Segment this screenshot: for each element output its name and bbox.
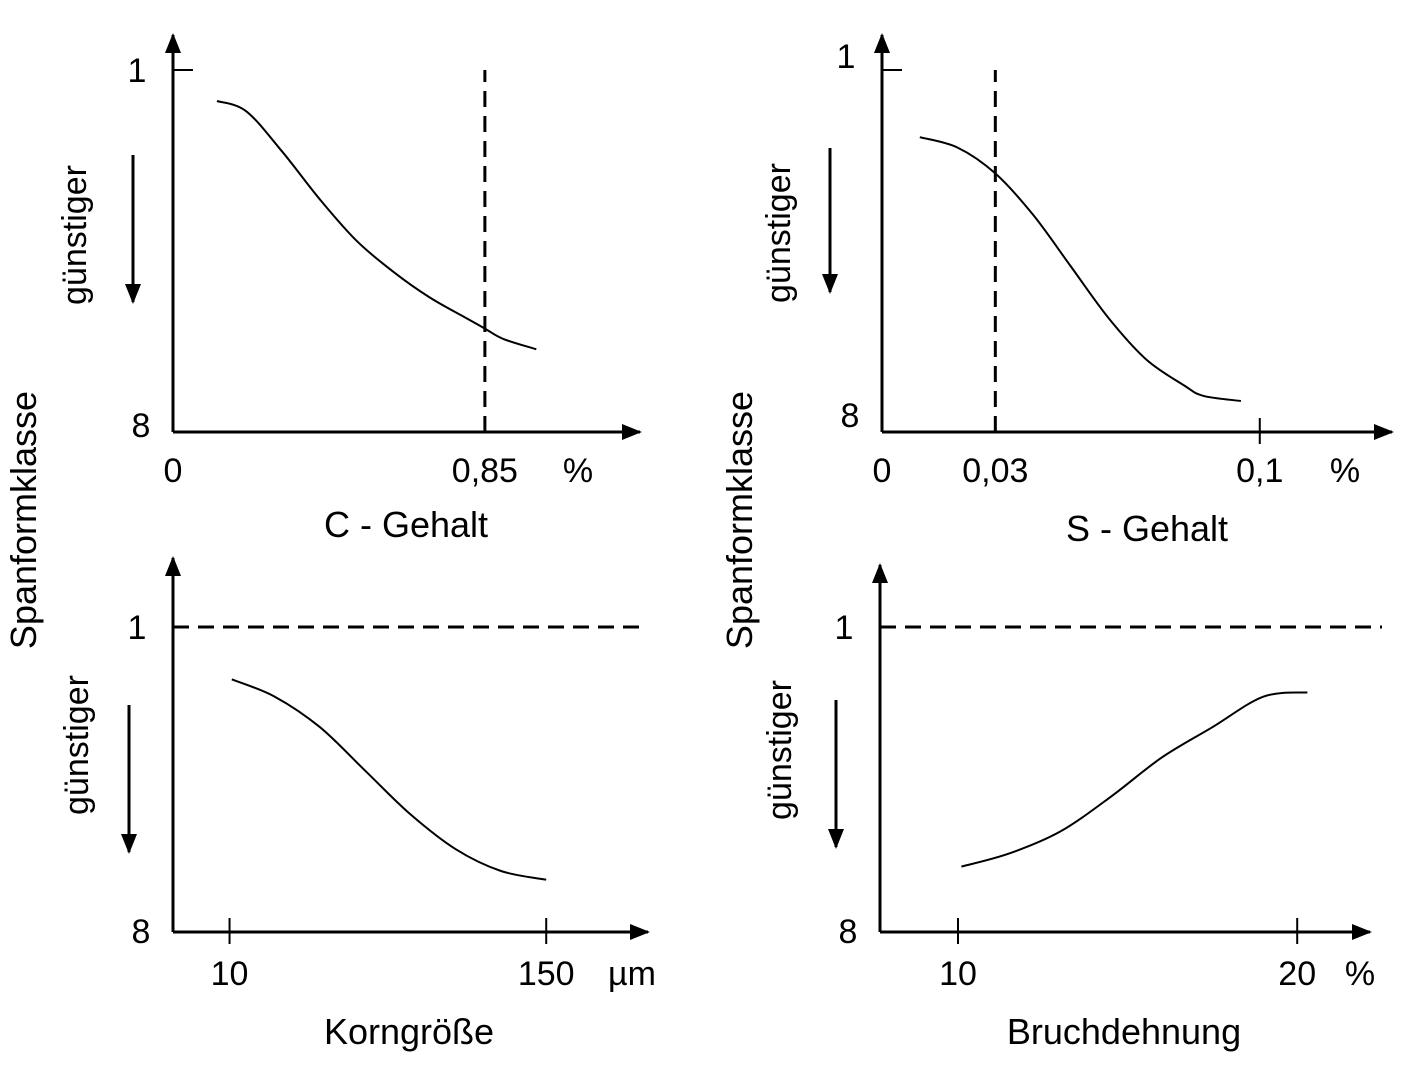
x-axis-title: C - Gehalt <box>324 504 488 545</box>
x-tick-label: 0,03 <box>962 452 1028 490</box>
x-tick-label: 0 <box>873 452 892 490</box>
x-tick-label: 20 <box>1278 955 1316 993</box>
direction-label: günstiger <box>760 163 798 303</box>
y-tick-label: 1 <box>835 609 854 647</box>
x-tick-label: 0 <box>164 452 183 490</box>
chart-c-content: 1 80 0,85 % C - Gehalt günstiger <box>56 33 642 545</box>
x-tick-label: 0,85 <box>452 452 518 490</box>
x-axis-title: Bruchdehnung <box>1007 1011 1241 1052</box>
series-line <box>216 100 537 351</box>
x-unit-label: % <box>1345 955 1375 993</box>
y-tick-label: 8 <box>841 397 860 435</box>
direction-label: günstiger <box>56 165 94 305</box>
direction-label: günstiger <box>761 680 799 820</box>
series-line <box>919 136 1242 402</box>
y-axis-label-left: Spanformklasse <box>3 391 44 649</box>
x-tick-label: 10 <box>939 955 977 993</box>
x-tick-label: 0,1 <box>1236 452 1283 490</box>
x-unit-label: % <box>1330 452 1360 490</box>
chart-s-content: 1 80 0,03 0,1 % S - Gehalt günstiger <box>760 33 1394 549</box>
chart-grain-size: 1 8 10 150 µm Korngröße günstiger <box>58 556 656 1052</box>
chart-elongation: 1 8 10 20 % Bruchdehnung günstiger <box>761 563 1382 1052</box>
x-axis-title: S - Gehalt <box>1066 508 1228 549</box>
x-axis-title: Korngröße <box>324 1011 494 1052</box>
series-line <box>231 678 547 881</box>
y-tick-label: 8 <box>132 913 151 951</box>
x-unit-label: % <box>563 452 593 490</box>
x-unit-label: µm <box>608 955 656 993</box>
x-tick-label: 10 <box>211 955 249 993</box>
series-line <box>961 691 1308 868</box>
y-axis-label-middle: Spanformklasse <box>719 391 760 649</box>
y-tick-label: 1 <box>128 609 147 647</box>
x-tick-label: 150 <box>518 955 575 993</box>
direction-label: günstiger <box>58 675 96 815</box>
y-tick-label: 1 <box>837 38 856 76</box>
y-tick-label: 1 <box>128 52 147 90</box>
y-tick-label: 8 <box>839 913 858 951</box>
y-tick-label: 8 <box>132 407 151 445</box>
